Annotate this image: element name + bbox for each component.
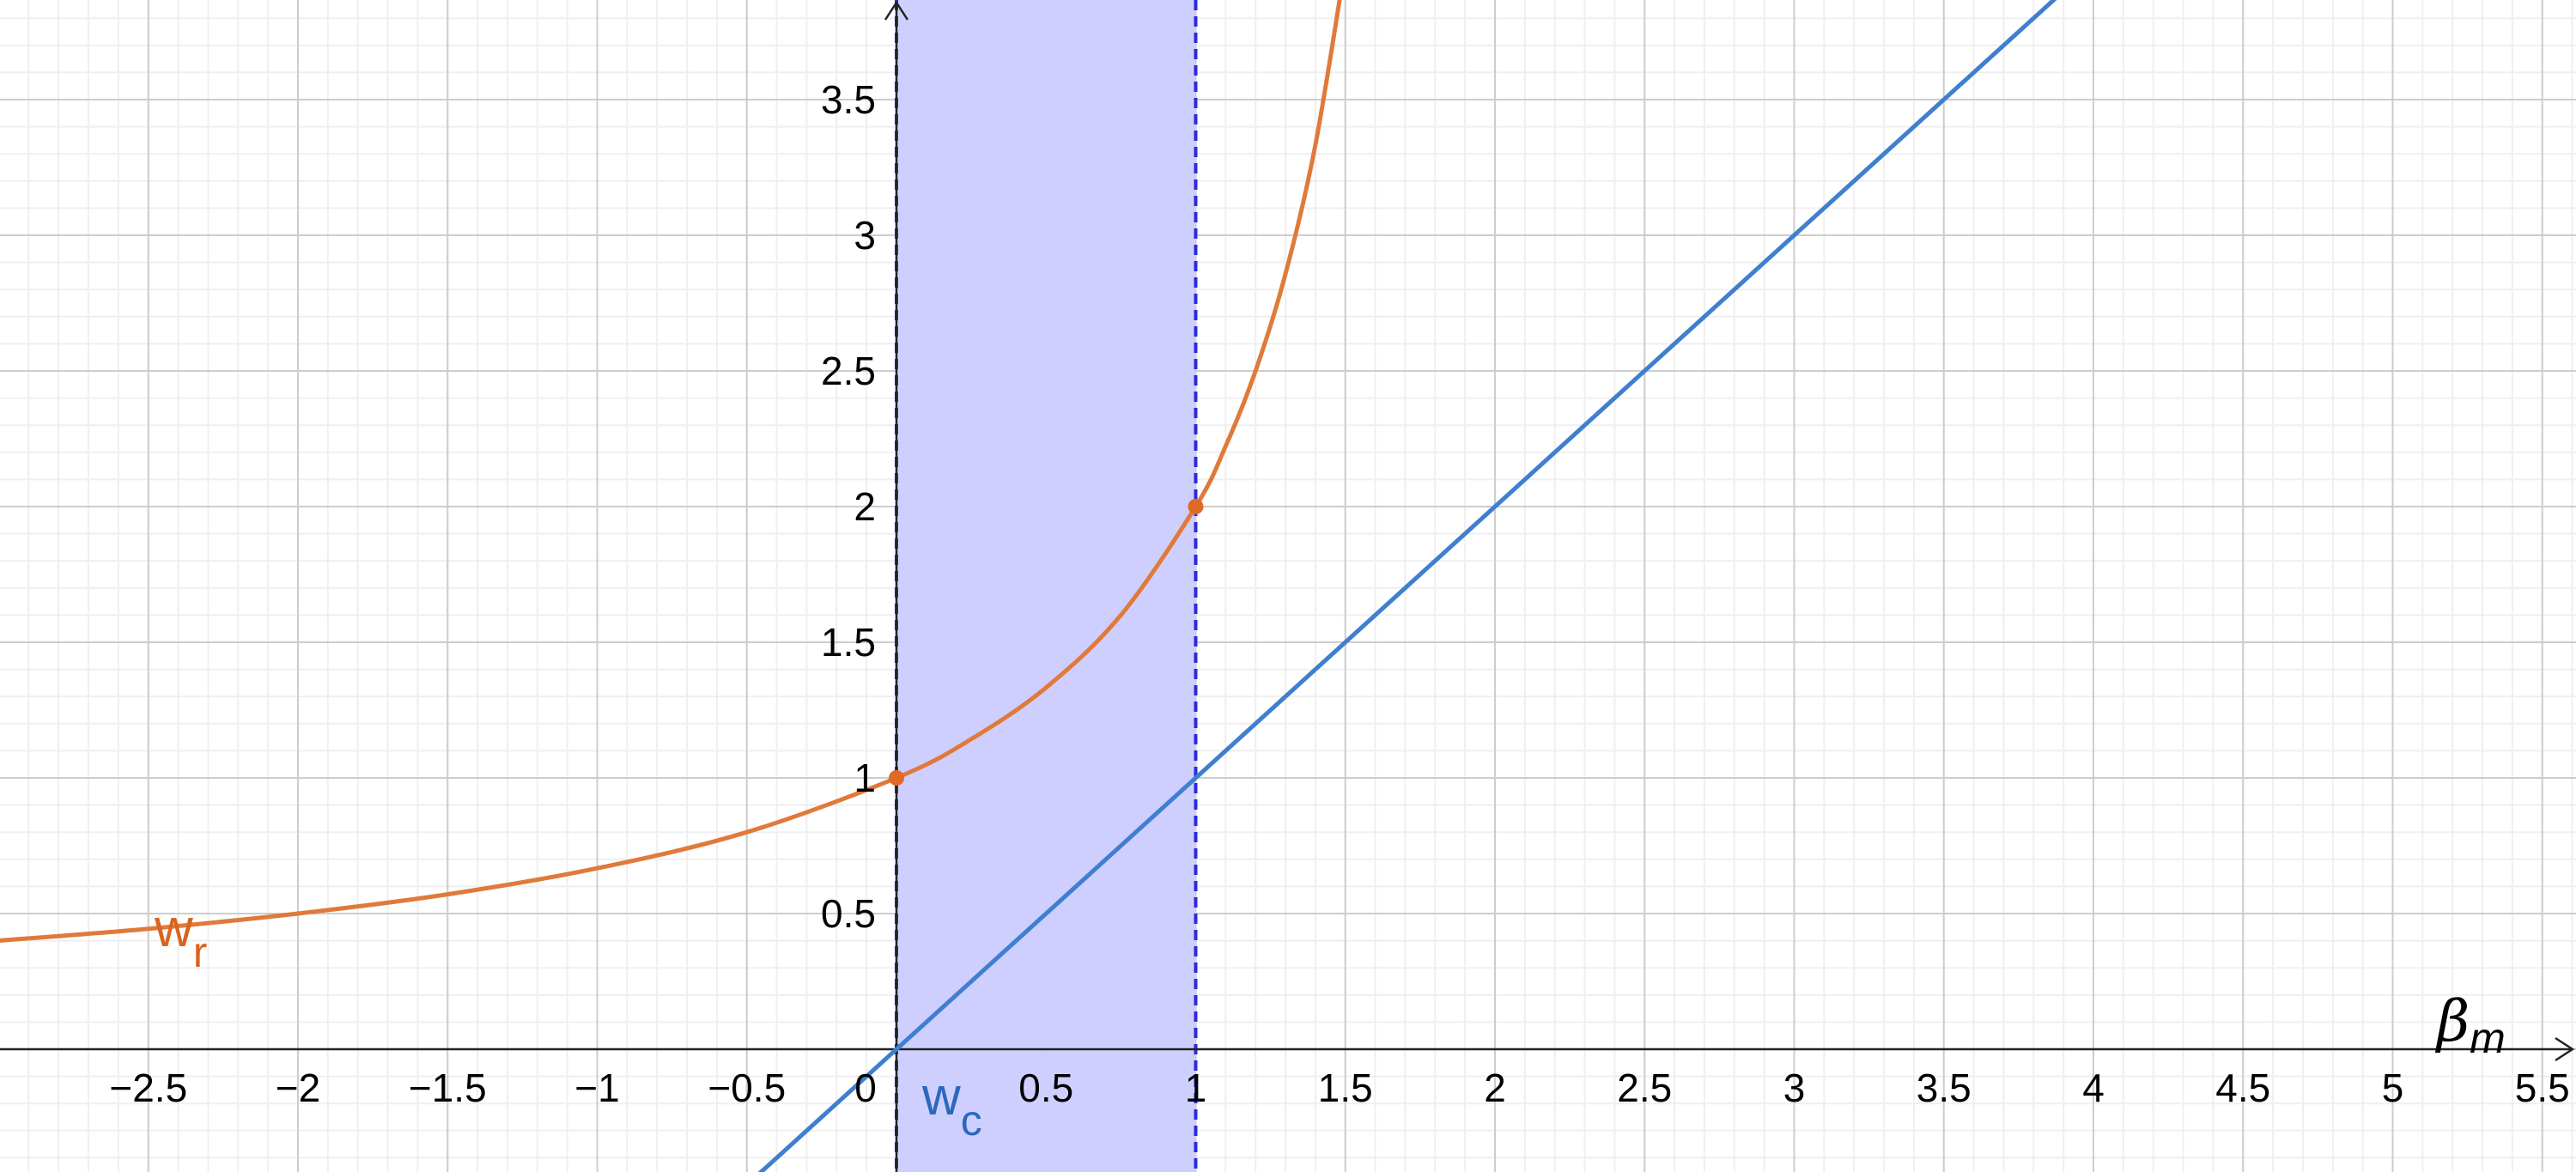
x-tick-label: 4 — [2082, 1066, 2105, 1110]
series-label-w-r-main: w — [154, 899, 193, 958]
shaded-band — [896, 0, 1196, 1172]
y-tick-label: 2.5 — [821, 349, 876, 393]
y-tick-labels: 0.5 1 1.5 2 2.5 3 3.5 — [821, 77, 876, 936]
x-tick-label: 0.5 — [1018, 1066, 1073, 1110]
x-tick-label: −0.5 — [708, 1066, 786, 1110]
x-tick-labels: −2.5 −2 −1.5 −1 −0.5 0 0.5 1 1.5 2 2.5 3 3.5 4 4.5 5 5.5 — [109, 1066, 2569, 1110]
x-tick-label: 1 — [1185, 1066, 1207, 1110]
x-tick-label: 2 — [1484, 1066, 1506, 1110]
x-tick-label: 5.5 — [2515, 1066, 2570, 1110]
series-line-w-c — [757, 0, 2057, 1172]
x-tick-label: 4.5 — [2215, 1066, 2270, 1110]
y-tick-label: 3.5 — [821, 77, 876, 122]
series-point-w-r — [889, 770, 904, 786]
x-tick-label: 0 — [854, 1066, 877, 1110]
y-tick-label: 0.5 — [821, 891, 876, 936]
x-axis-title-main: β — [2434, 988, 2470, 1054]
y-tick-label: 3 — [854, 213, 876, 258]
series-label-w-c-main: w — [921, 1067, 961, 1126]
x-axis-arrow — [2555, 1036, 2575, 1062]
x-tick-label: −2.5 — [109, 1066, 187, 1110]
series-point-w-r — [1188, 499, 1204, 514]
y-tick-label: 1 — [854, 756, 876, 800]
x-tick-label: 1.5 — [1318, 1066, 1373, 1110]
y-tick-label: 2 — [854, 484, 876, 529]
series-label-w-c: wc — [921, 1067, 982, 1145]
x-tick-label: 2.5 — [1617, 1066, 1672, 1110]
chart-labels: βm wr wc — [154, 899, 2506, 1145]
y-axis-arrow — [884, 0, 909, 21]
x-tick-label: −2 — [276, 1066, 320, 1110]
shaded-region — [895, 0, 1198, 1172]
x-axis-title: βm — [2434, 988, 2506, 1062]
x-tick-label: 3 — [1783, 1066, 1806, 1110]
x-tick-label: 5 — [2382, 1066, 2404, 1110]
x-tick-label: −1.5 — [409, 1066, 487, 1110]
y-tick-label: 1.5 — [821, 620, 876, 665]
series-label-w-r: wr — [154, 899, 207, 976]
series-line-w-r — [0, 0, 1342, 943]
series-label-w-c-sub: c — [961, 1096, 982, 1145]
series-label-w-r-sub: r — [193, 928, 208, 976]
x-tick-label: −1 — [574, 1066, 619, 1110]
x-axis-title-sub: m — [2470, 1014, 2506, 1062]
x-tick-label: 3.5 — [1917, 1066, 1971, 1110]
series-layer — [0, 0, 2057, 1172]
